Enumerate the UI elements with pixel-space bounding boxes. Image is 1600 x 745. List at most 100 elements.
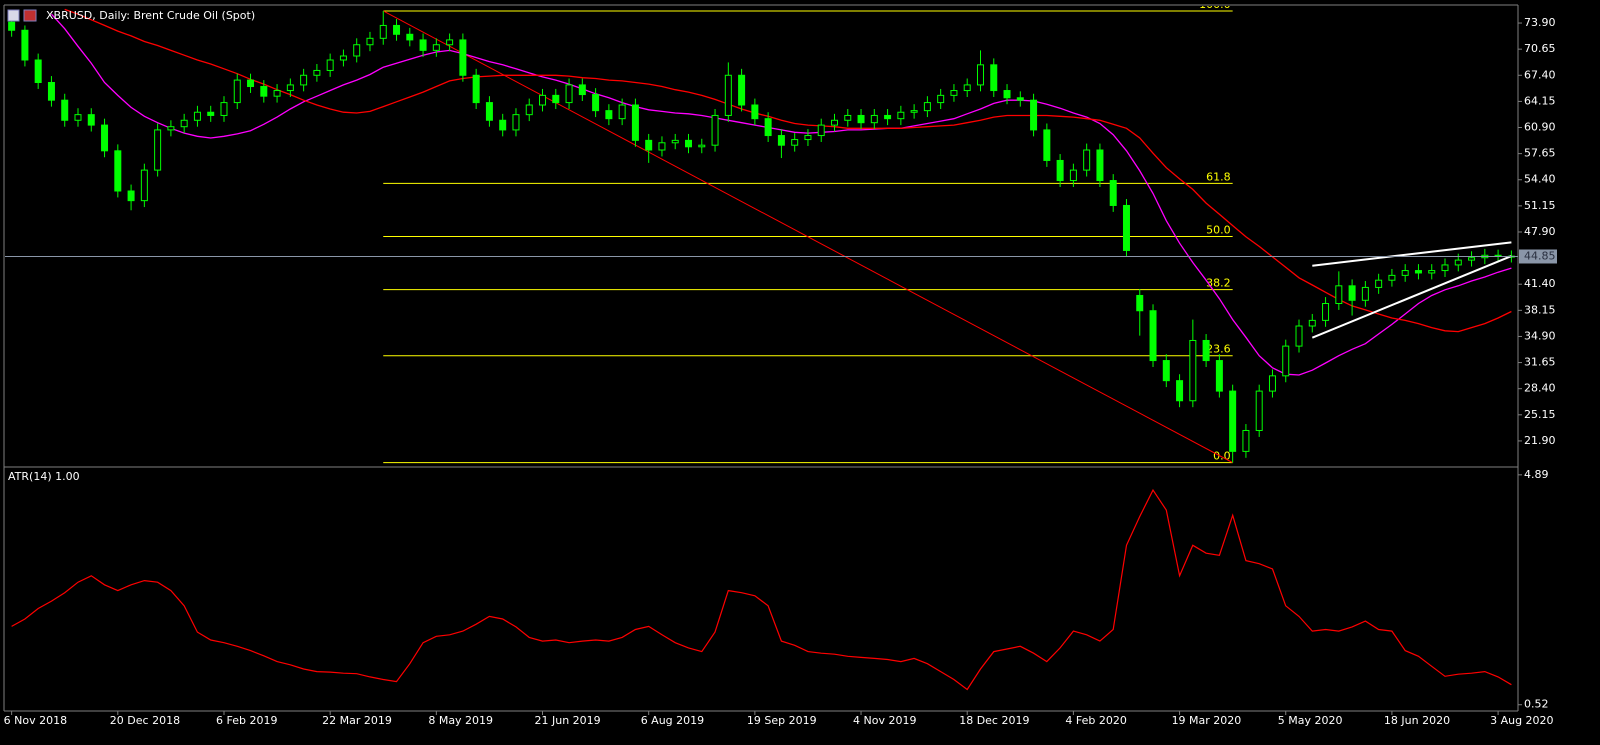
candle-body (247, 79, 255, 88)
candle-body (1215, 360, 1223, 392)
y-tick-label: 64.15 (1524, 94, 1556, 107)
y-tick-label: 60.90 (1524, 121, 1556, 134)
candle-body (1295, 325, 1303, 347)
candle-body (1322, 303, 1330, 321)
candle-body (180, 119, 188, 128)
candle-body (711, 114, 719, 146)
candle-body (154, 129, 162, 171)
candle-body (114, 150, 122, 192)
candle-body (1043, 129, 1051, 161)
candle-body (101, 124, 109, 152)
candle-body (1003, 90, 1011, 99)
candle-body (300, 74, 308, 86)
candle-body (379, 24, 387, 39)
last-price-box (1519, 249, 1557, 264)
moving-average (64, 8, 1512, 333)
candle-body (1441, 264, 1449, 272)
x-tick-label: 5 May 2020 (1278, 714, 1343, 727)
chart-icon (7, 9, 20, 22)
candle-body (8, 21, 16, 31)
candle-body (738, 74, 746, 106)
y-tick-label: 41.40 (1524, 277, 1556, 290)
candle-body (698, 144, 706, 148)
candle-body (446, 39, 454, 46)
candle-body (1335, 285, 1343, 305)
x-tick-label: 4 Feb 2020 (1065, 714, 1126, 727)
candle-body (260, 86, 268, 97)
candle-body (366, 37, 374, 46)
y-tick-label: 47.90 (1524, 225, 1556, 238)
y-tick-label: 38.15 (1524, 303, 1556, 316)
y-tick-label: 0.52 (1524, 698, 1549, 711)
candle-body (167, 126, 175, 131)
fib-label: 61.8 (1206, 170, 1231, 183)
candle-body (777, 135, 785, 146)
candle-body (286, 84, 294, 92)
candle-body (207, 111, 215, 116)
y-tick-label: 4.89 (1524, 468, 1549, 481)
candle-body (870, 114, 878, 124)
candle-body (724, 74, 732, 116)
candle-body (1176, 380, 1184, 402)
candle-body (74, 114, 82, 121)
candle-body (685, 139, 693, 148)
candle-body (1202, 339, 1210, 362)
candle-body (884, 114, 892, 120)
trendline (1311, 255, 1512, 339)
candle-body (963, 84, 971, 92)
candle-body (1162, 360, 1170, 382)
x-tick-label: 22 Mar 2019 (322, 714, 392, 727)
y-tick-label: 51.15 (1524, 199, 1556, 212)
candle-body (605, 110, 613, 120)
candle-body (61, 99, 69, 121)
last-price-label: 44.85 (1524, 249, 1556, 262)
x-tick-label: 19 Sep 2019 (747, 714, 817, 727)
y-tick-label: 67.40 (1524, 68, 1556, 81)
candle-body (923, 102, 931, 112)
candle-body (1189, 339, 1197, 402)
candle-body (631, 104, 639, 141)
y-tick-label: 70.65 (1524, 42, 1556, 55)
candle-body (21, 29, 29, 61)
candle-body (645, 139, 653, 151)
candle-body (897, 111, 905, 120)
x-tick-label: 3 Aug 2020 (1490, 714, 1553, 727)
candle-body (326, 59, 334, 71)
candle-body (87, 114, 95, 126)
x-tick-label: 19 Mar 2020 (1172, 714, 1242, 727)
candle-body (1454, 259, 1462, 266)
y-tick-label: 28.40 (1524, 382, 1556, 395)
trendline (1312, 241, 1512, 267)
x-tick-label: 6 Feb 2019 (216, 714, 277, 727)
x-tick-label: 4 Nov 2019 (853, 714, 916, 727)
candle-body (485, 102, 493, 121)
candle-body (1122, 204, 1130, 251)
candle-body (406, 33, 414, 41)
candle-body (1268, 375, 1276, 392)
candle-body (976, 64, 984, 86)
y-tick-label: 54.40 (1524, 173, 1556, 186)
candle-body (1308, 319, 1316, 327)
candle-body (751, 104, 759, 120)
x-tick-label: 8 May 2019 (428, 714, 493, 727)
candle-body (1109, 180, 1117, 206)
candle-body (459, 39, 467, 76)
candle-body (658, 142, 666, 151)
candle-body (1388, 274, 1396, 281)
candle-body (472, 74, 480, 104)
candle-body (47, 82, 55, 101)
candle-body (1069, 169, 1077, 182)
candle-body (1414, 270, 1422, 274)
x-tick-label: 6 Nov 2018 (4, 714, 67, 727)
candle-body (339, 55, 347, 61)
candle-body (432, 44, 440, 51)
candle-body (565, 84, 573, 104)
x-tick-label: 18 Jun 2020 (1384, 714, 1450, 727)
candle-body (353, 44, 361, 57)
candle-body (1229, 390, 1237, 452)
indicator-title: ATR(14) 1.00 (8, 470, 80, 483)
candle-body (1428, 270, 1436, 274)
